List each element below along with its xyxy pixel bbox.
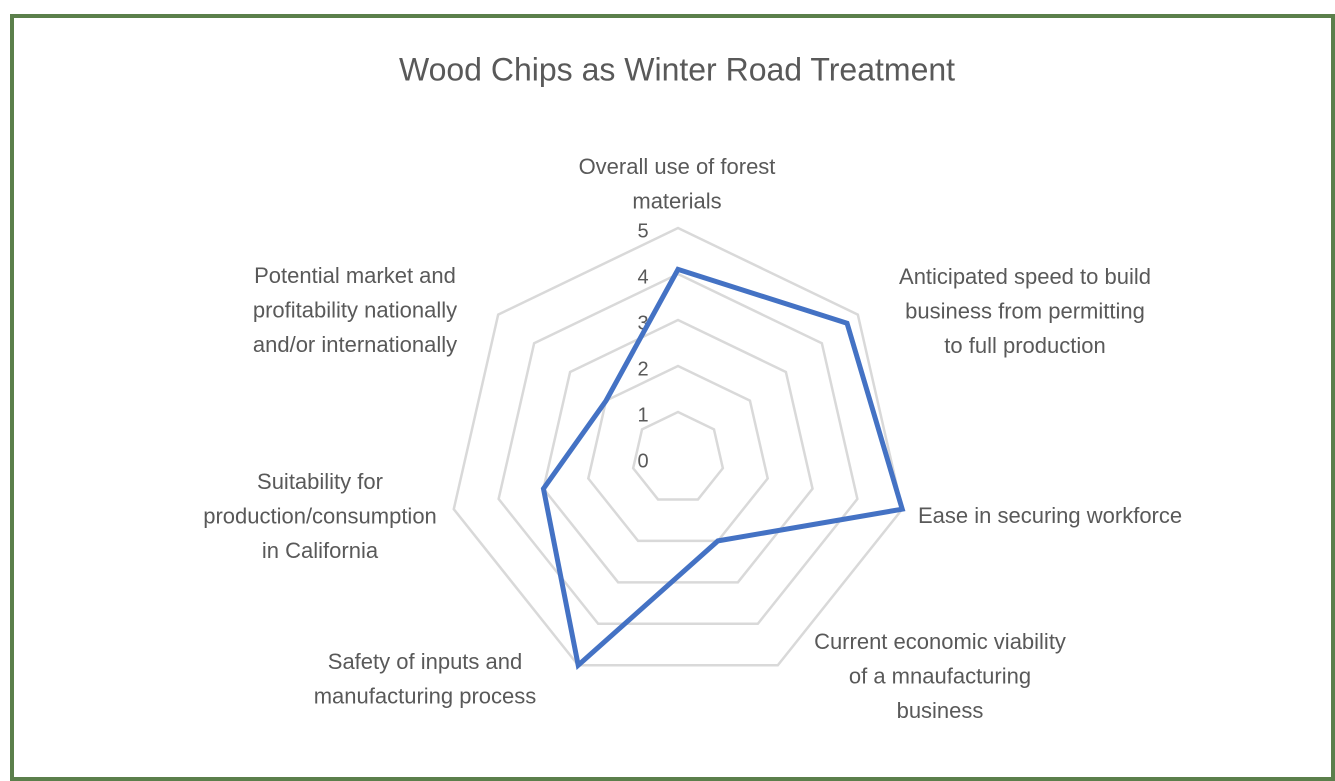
grid-ring [497,272,859,626]
category-label: Ease in securing workforce [918,503,1182,528]
r-tick-label: 0 [637,450,648,472]
grid-ring [542,318,814,584]
grid-ring [586,364,770,543]
category-label: manufacturing process [314,683,537,708]
category-label: business from permitting [905,298,1145,323]
r-tick-label: 1 [637,404,648,426]
category-label: Safety of inputs and [328,649,522,674]
frame [10,14,1335,781]
category-label: Anticipated speed to build [899,264,1151,289]
chart-title: Wood Chips as Winter Road Treatment [399,51,955,87]
category-label: and/or internationally [253,332,457,357]
category-label: production/consumption [203,503,437,528]
category-label: profitability nationally [253,297,457,322]
r-tick-label: 4 [637,266,648,288]
category-label: Current economic viability [814,629,1066,654]
series-line [540,266,906,671]
r-tick-label: 2 [637,358,648,380]
category-label: materials [632,188,721,213]
grid-ring [631,410,725,501]
category-label: to full production [944,333,1105,358]
r-tick-label: 5 [637,220,648,242]
category-label: Suitability for [257,469,383,494]
category-label: Overall use of forest [579,154,776,179]
r-tick-label: 3 [637,312,648,334]
category-label: Potential market and [254,263,456,288]
grid-ring [452,226,904,667]
category-label: in California [262,538,379,563]
category-label: business [897,698,984,723]
category-label: of a mnaufacturing [849,663,1031,688]
